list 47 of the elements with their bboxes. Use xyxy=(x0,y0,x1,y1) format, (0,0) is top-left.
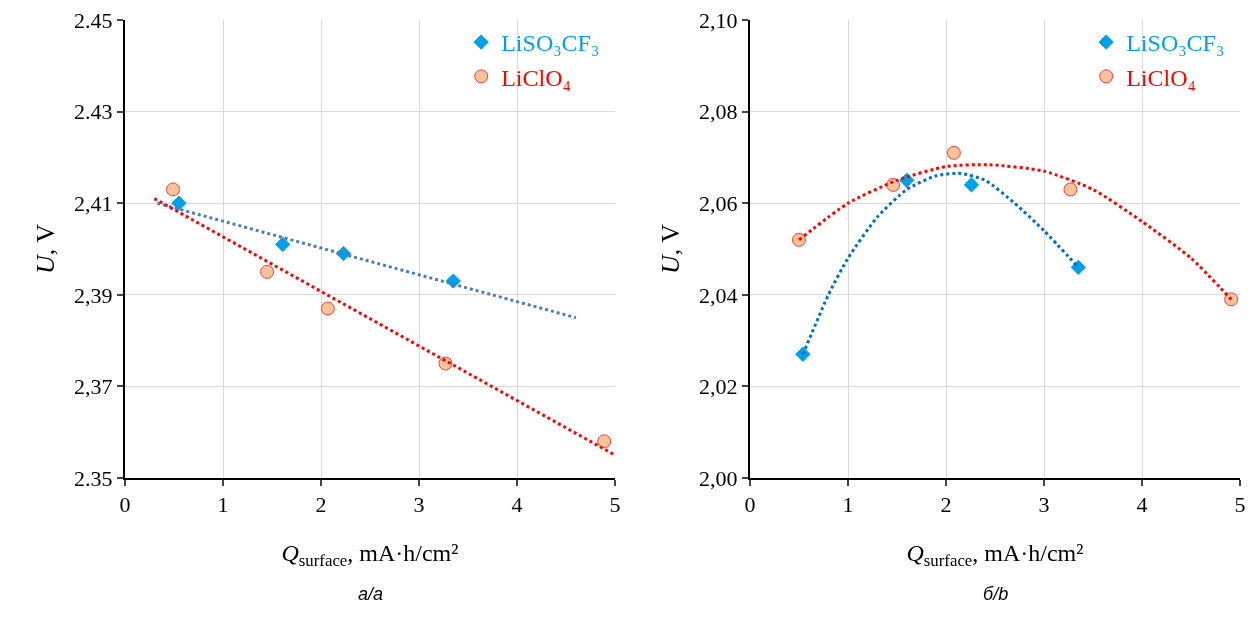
x-tick-label: 1 xyxy=(217,492,229,518)
point xyxy=(795,346,811,362)
y-tick-label: 2,37 xyxy=(74,374,113,400)
point xyxy=(1063,182,1078,197)
x-tick-label: 4 xyxy=(1136,492,1148,518)
x-tick-label: 0 xyxy=(119,492,131,518)
x-tick-label: 3 xyxy=(1038,492,1050,518)
point xyxy=(946,145,961,160)
legend-label: LiClO₄ xyxy=(501,64,571,91)
text: б/b xyxy=(983,584,1009,604)
point xyxy=(1224,292,1239,307)
x-tick-label: 1 xyxy=(842,492,854,518)
x-tick-label: 2 xyxy=(315,492,327,518)
y-tick-label: 2,41 xyxy=(74,190,113,216)
point xyxy=(963,177,980,193)
y-axis-title: U, V xyxy=(31,223,60,275)
x-tick-label: 5 xyxy=(1234,492,1246,518)
y-tick-label: 2.43 xyxy=(74,99,113,125)
x-tick-label: 5 xyxy=(609,492,621,518)
y-tick-label: 2.35 xyxy=(74,465,113,491)
point xyxy=(166,182,181,197)
y-tick-label: 2.45 xyxy=(74,7,113,33)
x-axis-title: Q$_{surface}$, mA·h/cm² xyxy=(906,540,1084,571)
point xyxy=(260,264,275,279)
point xyxy=(1070,259,1086,275)
y-tick-label: 2,10 xyxy=(699,7,738,33)
legend-label: LiSO₃CF₃ xyxy=(1126,30,1225,57)
x-tick-label: 3 xyxy=(413,492,425,518)
point xyxy=(171,195,187,211)
point xyxy=(275,236,291,253)
x-tick-label: 4 xyxy=(511,492,523,518)
y-tick-label: 2,00 xyxy=(699,465,738,491)
y-tick-label: 2,04 xyxy=(699,282,738,308)
y-tick-label: 2,39 xyxy=(74,282,113,308)
legend-label: LiSO₃CF₃ xyxy=(501,30,600,57)
point xyxy=(320,301,335,316)
x-tick-label: 0 xyxy=(744,492,756,518)
y-tick-label: 2,08 xyxy=(699,99,738,125)
x-axis-title: Q$_{surface}$, mA·h/cm² xyxy=(281,540,459,571)
text: а/a xyxy=(358,584,384,604)
point xyxy=(792,232,806,247)
y-axis-title: U, V xyxy=(656,223,685,275)
y-tick-label: 2,02 xyxy=(699,374,738,400)
point xyxy=(597,434,612,449)
x-tick-label: 2 xyxy=(940,492,952,518)
y-tick-label: 2,06 xyxy=(699,190,738,216)
legend-label: LiClO₄ xyxy=(1126,64,1196,91)
